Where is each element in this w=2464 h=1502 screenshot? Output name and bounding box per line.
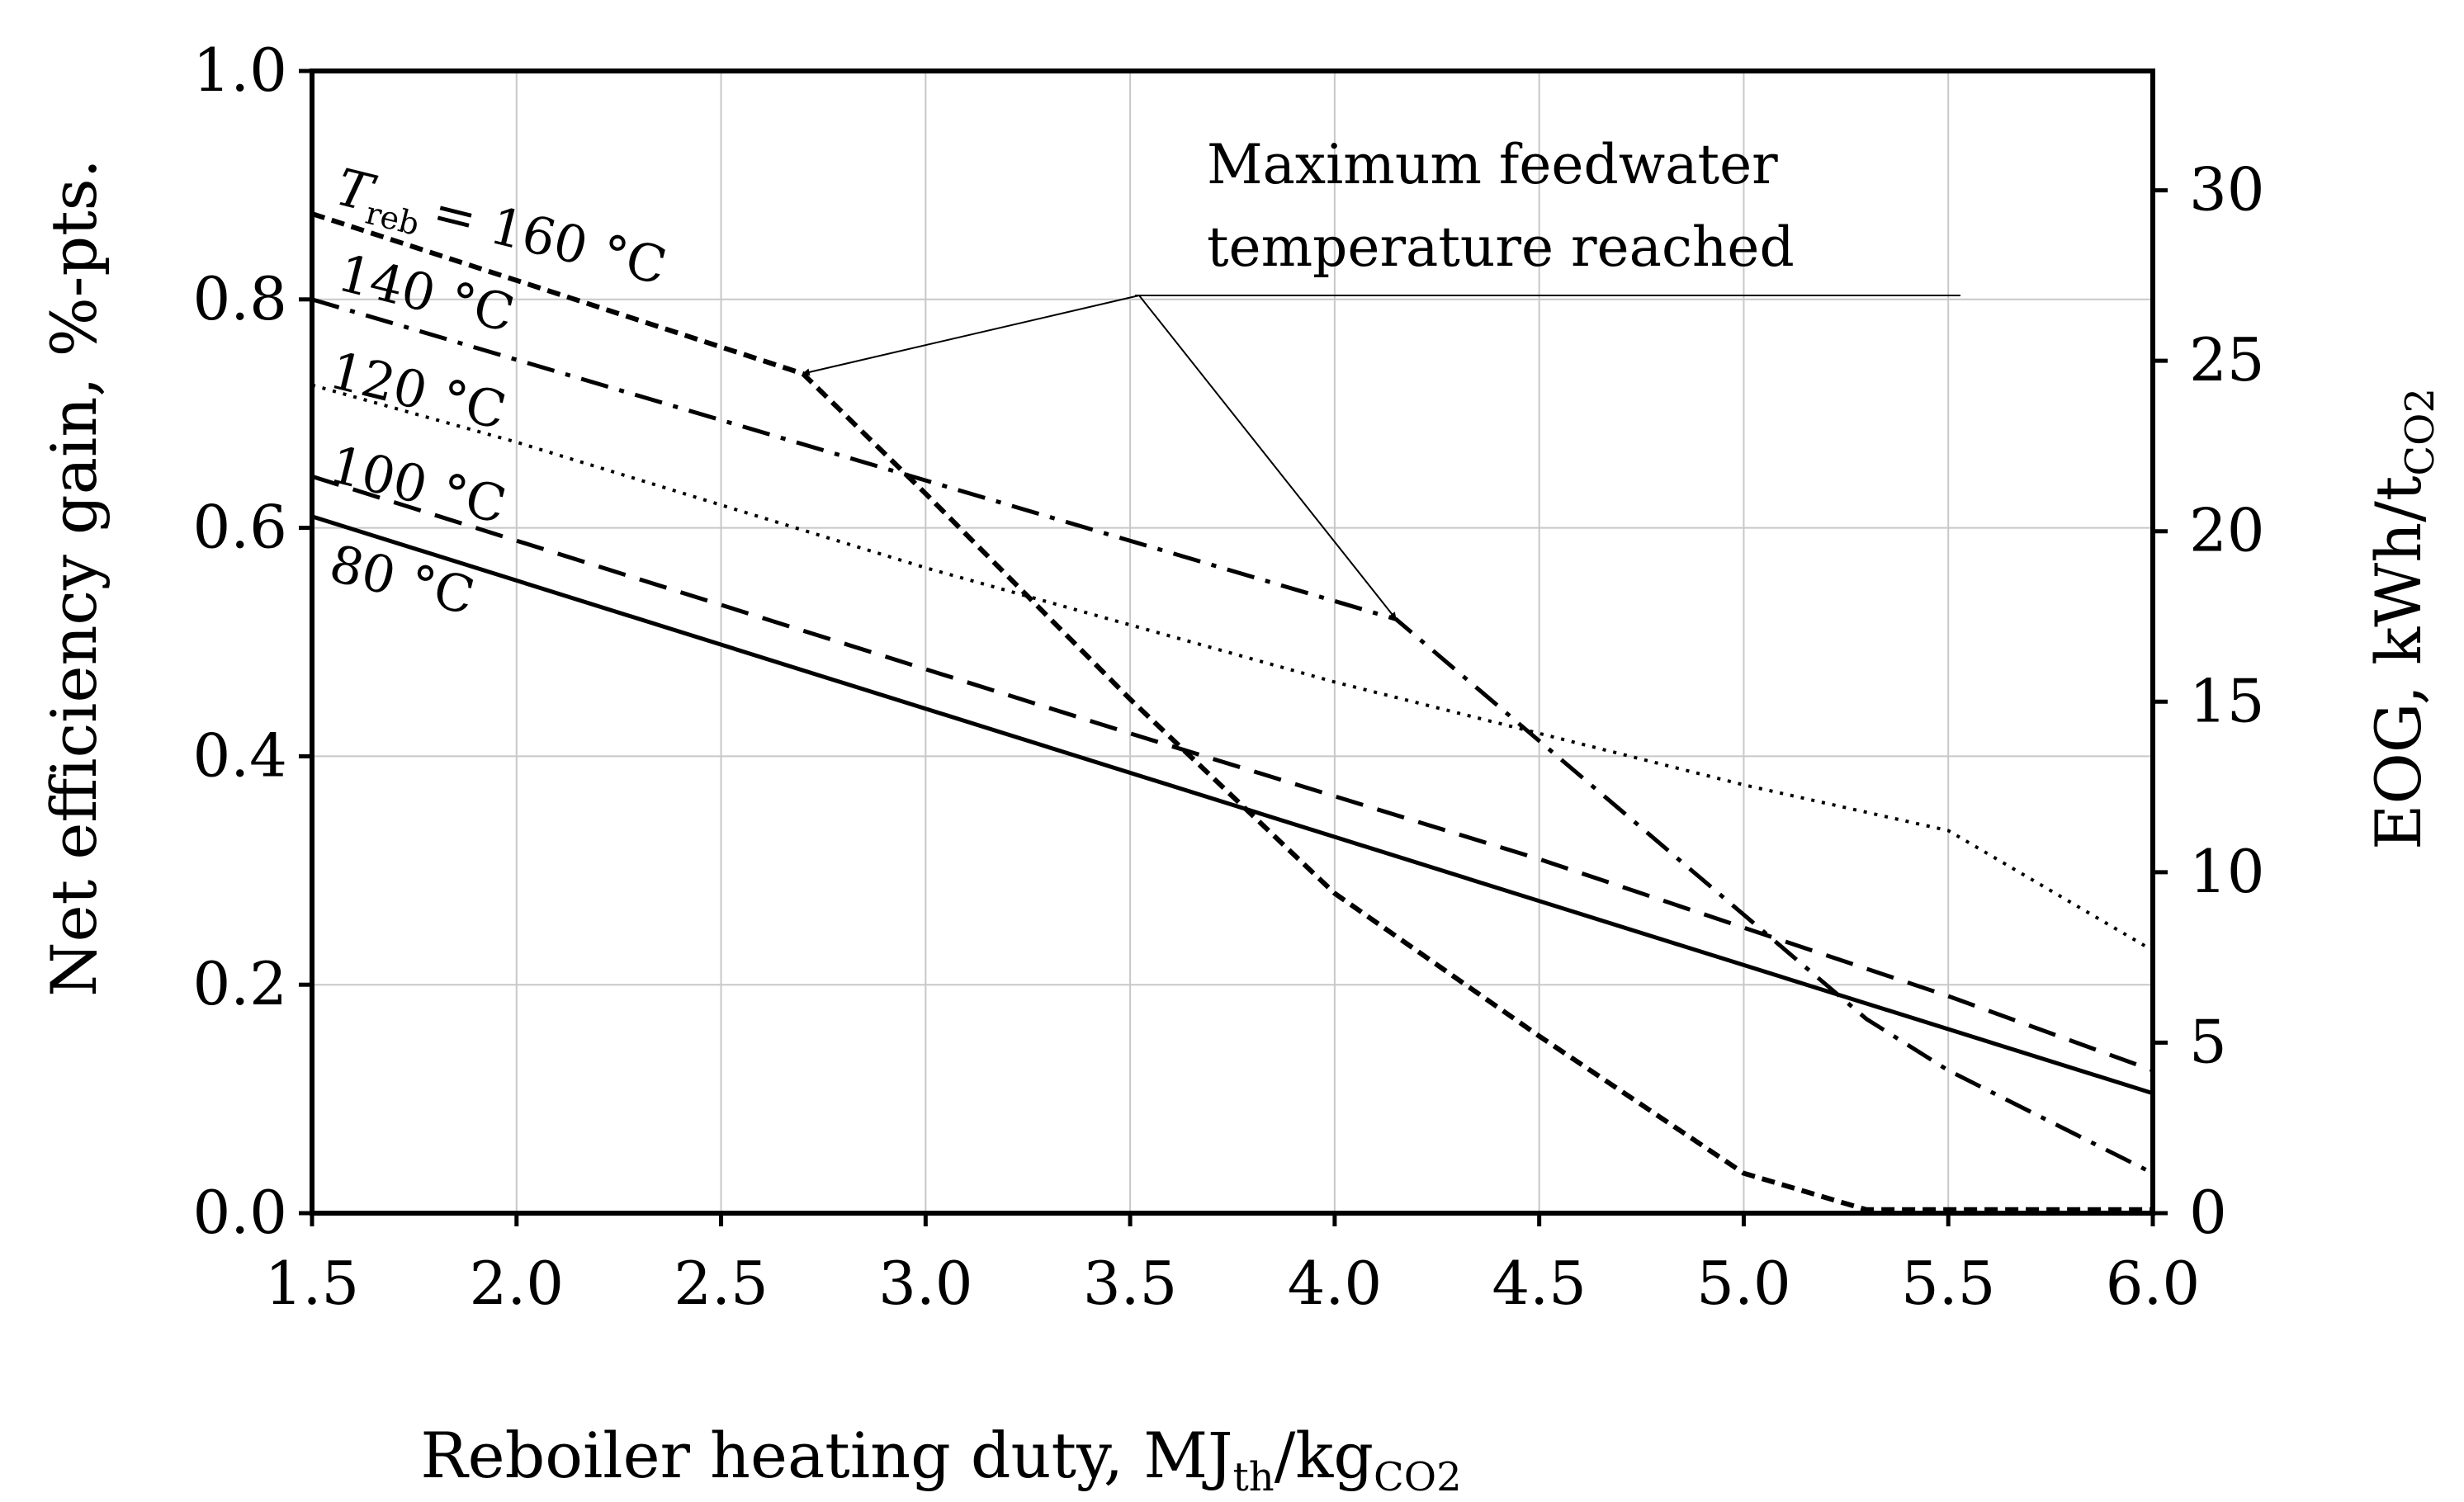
annotation-line2: temperature reached [1207,215,1795,279]
x-tick-label: 6.0 [2106,1249,2201,1318]
y2-tick-label: 20 [2189,496,2265,565]
y-tick-label: 0.8 [192,264,287,333]
annotation-arrows [802,295,1398,621]
x-tick-label: 5.0 [1696,1249,1791,1318]
y-tick-label: 0.2 [192,949,287,1018]
tick-labels: 1.5 2.0 2.5 3.0 3.5 4.0 4.5 5.0 5.5 6.0 0.0 0.2 0.4 0… [192,35,2264,1318]
series-label-100: 100 °C [324,434,512,536]
x-tick-label: 2.5 [674,1249,769,1318]
y-tick-label: 0.4 [192,720,287,790]
series-line-160 [311,211,2153,1212]
x-tick-label: 4.5 [1492,1249,1587,1318]
series-label-140: 140 °C [332,243,520,344]
x-tick-label: 1.5 [265,1249,360,1318]
y2-axis-title: EOG, kWh/tCO2 [2362,388,2443,850]
y-tick-label: 1.0 [192,35,287,105]
series-label-80: 80 °C [324,533,480,627]
x-tick-label: 5.5 [1901,1249,1996,1318]
y2-tick-label: 15 [2189,666,2265,735]
ticks [299,68,2168,1226]
y-tick-label: 0.0 [192,1178,287,1247]
annotation: Maximum feedwater temperature reached [802,133,1960,621]
y-tick-label: 0.6 [192,493,287,562]
series-line-80 [311,514,2154,1096]
series-line-140 [311,297,2154,1175]
y-axis-title: Net efficiency gain, %-pts. [37,158,111,997]
annotation-arrow [802,295,1140,376]
x-tick-label: 3.5 [1083,1249,1178,1318]
annotation-line1: Maximum feedwater [1207,133,1778,196]
series-line-100 [311,474,2154,1073]
plot-frame [310,68,2155,1216]
x-tick-label: 2.0 [470,1249,565,1318]
x-tick-label: 4.0 [1288,1249,1383,1318]
series-label-120: 120 °C [324,340,512,442]
annotation-arrow [1138,295,1398,621]
y2-tick-label: 0 [2189,1178,2227,1247]
y2-tick-label: 25 [2189,325,2265,394]
y2-tick-label: 5 [2189,1007,2227,1076]
series-layer [311,211,2154,1212]
x-axis-title: Reboiler heating duty, MJth/kgCO2 [420,1419,1461,1500]
y2-tick-label: 30 [2189,155,2265,224]
series-line-120 [311,383,2154,952]
x-tick-label: 3.0 [878,1249,973,1318]
y2-tick-label: 10 [2189,837,2265,906]
